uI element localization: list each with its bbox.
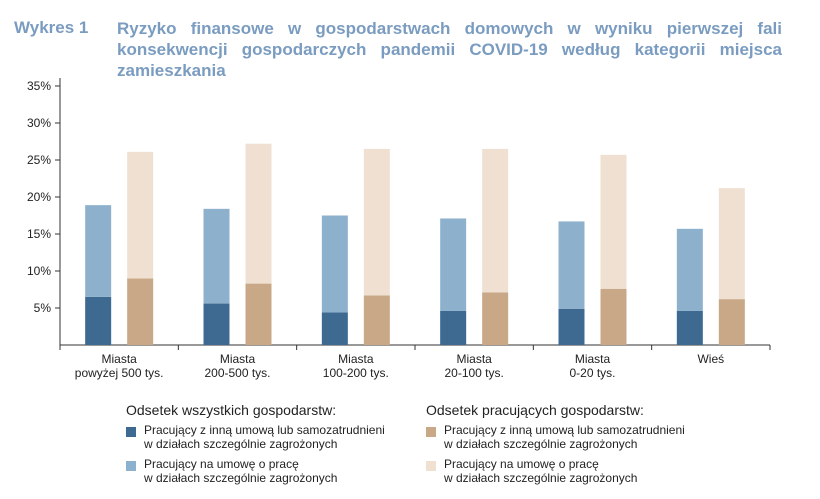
bar-working-households-other-contract	[482, 292, 509, 345]
x-category-label: Miasta	[456, 352, 492, 366]
bar-working-households-employment-contract	[600, 154, 627, 289]
bar-working-households-other-contract	[718, 299, 745, 345]
legend-item-b2-line1: Pracujący na umowę o pracę	[444, 457, 599, 471]
bar-working-households-employment-contract	[245, 143, 272, 284]
y-tick-label: 10%	[27, 264, 51, 278]
bar-working-households-employment-contract	[363, 148, 390, 296]
bar-all-households-employment-contract	[321, 215, 348, 313]
x-category-label: Miasta	[220, 352, 256, 366]
chart-title: Ryzyko finansowe w gospodarstwach domowy…	[117, 19, 782, 80]
legend-item-a2-line2: w działach szczególnie zagrożonych	[144, 471, 338, 485]
x-category-label: 200-500 tys.	[204, 366, 270, 380]
legend-item-b1-line1: Pracujący z inną umową lub samozatrudnie…	[444, 423, 685, 437]
y-tick-label: 20%	[27, 190, 51, 204]
y-tick-label: 25%	[27, 153, 51, 167]
x-category-label: powyżej 500 tys.	[75, 366, 164, 380]
bar-all-households-other-contract	[440, 310, 467, 345]
bar-all-households-employment-contract	[85, 205, 112, 297]
bar-all-households-employment-contract	[203, 208, 230, 304]
legend-item-b2: Pracujący na umowę o pracę w działach sz…	[444, 457, 637, 485]
bar-working-households-employment-contract	[127, 151, 154, 279]
x-category-label: Miasta	[338, 352, 374, 366]
legend-item-a1-line2: w działach szczególnie zagrożonych	[144, 437, 338, 451]
legend-swatch-b2	[426, 461, 436, 471]
bar-working-households-other-contract	[127, 278, 154, 345]
bar-all-households-employment-contract	[558, 221, 585, 309]
legend-group-a-title: Odsetek wszystkich gospodarstw:	[126, 402, 337, 418]
legend-item-b1: Pracujący z inną umową lub samozatrudnie…	[444, 423, 685, 451]
legend-swatch-b1	[426, 427, 436, 437]
bar-working-households-other-contract	[600, 288, 627, 345]
x-category-label: 100-200 tys.	[323, 366, 389, 380]
bar-all-households-other-contract	[676, 310, 703, 345]
legend-item-a2: Pracujący na umowę o pracę w działach sz…	[144, 457, 337, 485]
bar-all-households-employment-contract	[440, 218, 467, 311]
bar-working-households-employment-contract	[718, 188, 745, 300]
y-tick-label: 35%	[27, 79, 51, 93]
bar-all-households-other-contract	[85, 296, 112, 345]
legend-item-a2-line1: Pracujący na umowę o pracę	[144, 457, 299, 471]
x-category-label: 20-100 tys.	[444, 366, 503, 380]
bar-working-households-other-contract	[245, 283, 272, 345]
chart-number: Wykres 1	[14, 18, 89, 37]
bar-all-households-other-contract	[321, 312, 348, 345]
bar-working-households-employment-contract	[482, 148, 509, 293]
legend-item-a1: Pracujący z inną umową lub samozatrudnie…	[144, 423, 385, 451]
legend-item-a1-line1: Pracujący z inną umową lub samozatrudnie…	[144, 423, 385, 437]
legend-item-b1-line2: w działach szczególnie zagrożonych	[444, 437, 638, 451]
legend-item-b2-line2: w działach szczególnie zagrożonych	[444, 471, 638, 485]
x-category-label: 0-20 tys.	[569, 366, 615, 380]
x-category-label: Miasta	[101, 352, 137, 366]
bar-all-households-other-contract	[558, 308, 585, 345]
y-tick-label: 5%	[34, 301, 52, 315]
x-category-label: Wieś	[697, 352, 724, 366]
bar-all-households-employment-contract	[676, 228, 703, 311]
y-tick-label: 30%	[27, 116, 51, 130]
legend-swatch-a1	[126, 427, 136, 437]
bar-all-households-other-contract	[203, 303, 230, 345]
legend-group-b-title: Odsetek pracujących gospodarstw:	[426, 402, 644, 418]
y-tick-label: 15%	[27, 227, 51, 241]
legend-swatch-a2	[126, 461, 136, 471]
x-category-label: Miasta	[575, 352, 611, 366]
bar-working-households-other-contract	[363, 295, 390, 345]
